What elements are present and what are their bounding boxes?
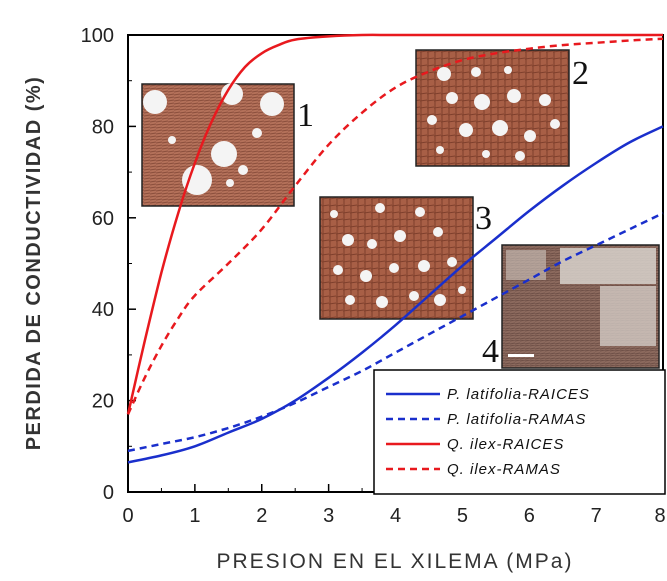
series-line-3 [126, 33, 663, 415]
legend-label-3: Q. ilex-RAICES [447, 436, 564, 453]
y-tick-label: 40 [92, 299, 114, 321]
x-tick-label: 0 [122, 505, 133, 527]
micrograph-4 [501, 244, 660, 369]
micrograph-1 [141, 83, 295, 207]
series-line-4 [126, 37, 664, 415]
y-axis-ticks: 0 20 40 60 80 100 [81, 25, 136, 504]
x-tick-label: 1 [189, 505, 200, 527]
legend-label-4: Q. ilex-RAMAS [447, 461, 561, 478]
y-tick-label: 60 [92, 208, 114, 230]
legend: P. latifolia-RAICES P. latifolia-RAMAS Q. … [373, 369, 666, 495]
x-axis-title: PRESION EN EL XILEMA (MPa) [217, 550, 574, 573]
micrograph-3 [319, 196, 474, 320]
y-axis-title: PERDIDA DE CONDUCTIVIDAD (%) [23, 76, 45, 451]
x-tick-label: 2 [256, 505, 267, 527]
legend-label-1: P. latifolia-RAICES [447, 386, 590, 403]
y-tick-label: 20 [92, 391, 114, 413]
legend-box [373, 369, 666, 495]
y-tick-label: 80 [92, 116, 114, 138]
x-tick-label: 6 [524, 505, 535, 527]
series-line-1 [127, 125, 664, 464]
x-tick-label: 5 [457, 505, 468, 527]
x-tick-label: 4 [390, 505, 401, 527]
y-tick-label: 0 [103, 482, 114, 504]
micrograph-4-label: 4 [482, 333, 499, 370]
x-tick-label: 3 [323, 505, 334, 527]
y-tick-label: 100 [81, 25, 114, 47]
micrograph-2-label: 2 [572, 55, 589, 92]
x-tick-label: 7 [591, 505, 602, 527]
micrograph-3-label: 3 [475, 200, 492, 237]
x-tick-label: 8 [654, 505, 665, 527]
series-layer [126, 33, 664, 464]
micrograph-1-label: 1 [297, 97, 314, 134]
legend-label-2: P. latifolia-RAMAS [447, 411, 586, 428]
micrograph-2 [415, 49, 570, 167]
